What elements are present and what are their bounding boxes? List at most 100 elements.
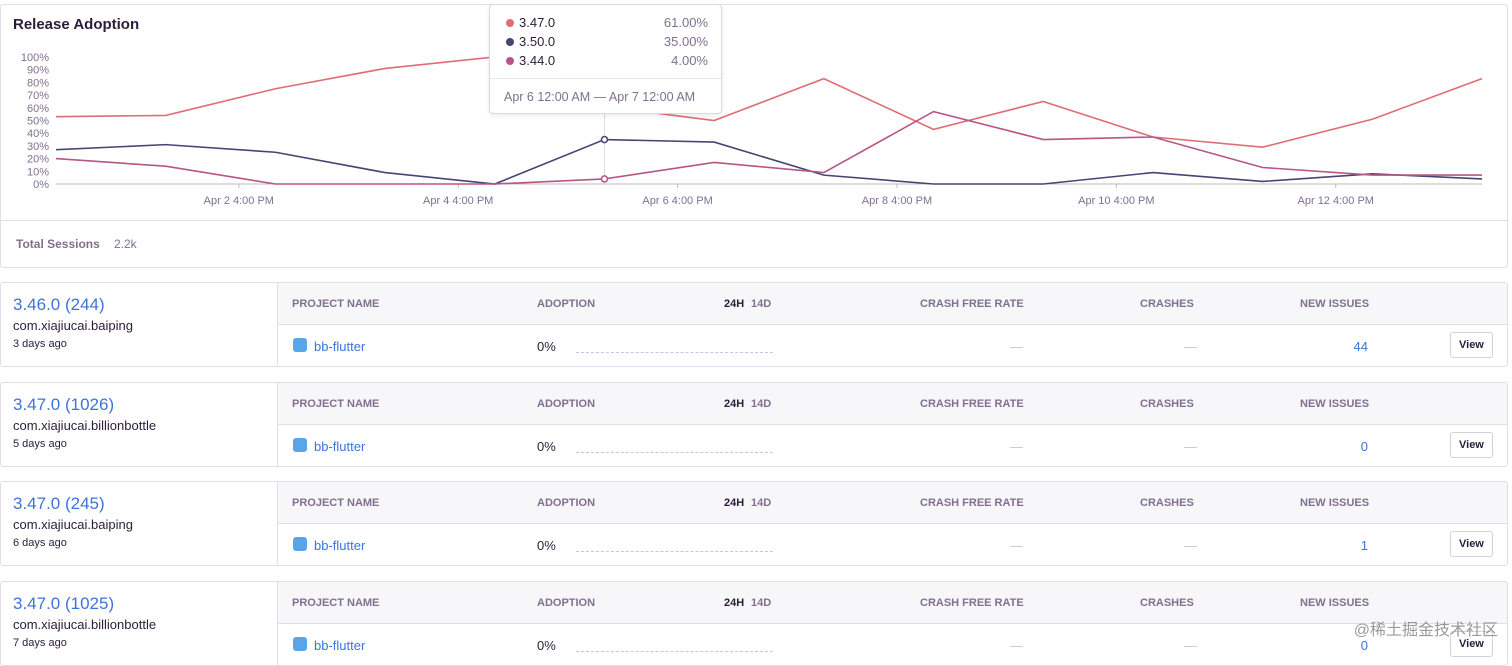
series-line (55, 110, 1482, 185)
x-tick-label: Apr 6 4:00 PM (642, 195, 712, 207)
series-line (55, 138, 1483, 185)
column-header: 14D (751, 397, 772, 410)
column-header: CRASH FREE RATE (920, 298, 1024, 310)
adoption: 0% (537, 339, 556, 354)
release-version[interactable]: 3.46.0 (244) (13, 295, 105, 314)
column-header: NEW ISSUES (1300, 497, 1370, 509)
column-header: PROJECT NAME (292, 298, 380, 310)
tooltip-name: 3.50.0 (519, 34, 556, 49)
sparkline (576, 650, 773, 652)
project-icon (293, 636, 307, 651)
sparkline (576, 551, 773, 552)
chart: Release Adoption 0%10%20%30%40%50%60%70%… (13, 16, 1483, 207)
column-header: CRASHES (1140, 298, 1194, 310)
column-header: 24H (724, 298, 745, 310)
release-package: com.xiajiucai.baiping (13, 318, 133, 333)
adoption: 0% (537, 538, 556, 553)
release-package: com.xiajiucai.billionbottle (13, 616, 157, 632)
sparkline (576, 352, 773, 353)
header-row: PROJECT NAME ADOPTION 24H 14D CRASH FREE RAT… (277, 283, 1507, 325)
crashes: — (1184, 538, 1197, 553)
new-issues[interactable]: 0 (1360, 438, 1368, 454)
new-issues[interactable]: 1 (1360, 538, 1368, 553)
view-button[interactable]: View (1450, 531, 1493, 557)
watermark: @稀土掘金技术社区 (1353, 622, 1498, 639)
release-version[interactable]: 3.47.0 (245) (13, 494, 105, 513)
header-row: PROJECT NAME ADOPTION 24H 14D CRASH FREE RAT… (277, 382, 1507, 425)
project-name[interactable]: bb-flutter (314, 339, 366, 354)
column-header: ADOPTION (537, 596, 596, 609)
project-name[interactable]: bb-flutter (314, 538, 366, 553)
crash-free: — (1010, 339, 1023, 354)
project-icon (293, 437, 307, 452)
release-age: 5 days ago (13, 437, 67, 450)
legend-swatch (506, 19, 514, 27)
column-header: ADOPTION (537, 497, 596, 509)
column-header: NEW ISSUES (1300, 397, 1370, 410)
release-row: bb-flutter 0% — — 1 View (277, 524, 1507, 565)
y-tick-label: 30% (27, 141, 49, 153)
sessions-label: Total Sessions (16, 237, 100, 251)
tooltip-value: 61.00% (663, 15, 708, 30)
y-tick-label: 100% (21, 52, 49, 64)
crash-free: — (1010, 637, 1023, 653)
release-version[interactable]: 3.47.0 (1025) (13, 593, 115, 613)
tooltip-name: 3.44.0 (519, 53, 556, 68)
tooltip-value: 4.00% (671, 53, 708, 68)
x-tick-label: Apr 8 4:00 PM (862, 195, 932, 207)
column-header: CRASH FREE RATE (920, 596, 1024, 609)
tooltip-name: 3.47.0 (519, 15, 556, 30)
column-header: NEW ISSUES (1300, 596, 1370, 609)
column-header: CRASHES (1140, 596, 1194, 609)
column-header: PROJECT NAME (292, 397, 380, 410)
hover-point (600, 175, 609, 183)
release-row: bb-flutter 0% — — 0 View (277, 424, 1507, 466)
release-card: 3.47.0 (1026) com.xiajiucai.billionbottle… (0, 381, 1508, 467)
header-row: PROJECT NAME ADOPTION 24H 14D CRASH FREE RAT… (277, 482, 1507, 524)
adoption: 0% (537, 637, 556, 653)
sessions-value: 2.2k (114, 237, 137, 251)
column-header: CRASHES (1140, 397, 1194, 410)
chart-title: Release Adoption (13, 16, 139, 33)
release-version[interactable]: 3.47.0 (1026) (13, 394, 115, 414)
view-button[interactable]: View (1450, 332, 1493, 358)
project-icon (293, 537, 307, 551)
y-tick-label: 40% (27, 128, 49, 140)
project-name[interactable]: bb-flutter (314, 637, 366, 653)
release-package: com.xiajiucai.billionbottle (13, 417, 157, 433)
column-header: 14D (751, 596, 772, 609)
release-row: bb-flutter 0% — — 44 View (277, 325, 1507, 366)
release-card: 3.47.0 (1025) com.xiajiucai.billionbottle… (0, 580, 1508, 666)
header-row: PROJECT NAME ADOPTION 24H 14D CRASH FREE RAT… (277, 581, 1507, 624)
x-tick-label: Apr 12 4:00 PM (1298, 195, 1374, 207)
crash-free: — (1010, 438, 1023, 454)
column-header: 24H (724, 497, 745, 509)
legend-swatch (506, 38, 514, 46)
release-card: 3.47.0 (245) com.xiajiucai.baiping 6 days … (0, 481, 1508, 566)
column-header: 14D (751, 497, 772, 509)
new-issues[interactable]: 44 (1353, 339, 1368, 354)
project-name[interactable]: bb-flutter (314, 438, 366, 454)
column-header: ADOPTION (537, 397, 596, 410)
release-age: 3 days ago (13, 338, 67, 350)
column-header: ADOPTION (537, 298, 596, 310)
crashes: — (1184, 339, 1197, 354)
column-header: NEW ISSUES (1300, 298, 1370, 310)
y-tick-label: 50% (27, 116, 49, 128)
chart-panel: Release Adoption 0% 10% 20% 30% 40% 50% 60% 70%… (0, 4, 1508, 268)
column-header: 14D (751, 298, 772, 310)
x-tick-label: Apr 10 4:00 PM (1078, 195, 1154, 207)
release-package: com.xiajiucai.baiping (13, 517, 133, 532)
column-header: CRASH FREE RATE (920, 497, 1024, 509)
hover-point (600, 135, 609, 144)
legend-swatch (506, 57, 514, 65)
y-tick-label: 0% (33, 179, 49, 191)
divider (490, 78, 721, 79)
y-tick-label: 90% (27, 65, 49, 77)
y-tick-label: 80% (27, 77, 49, 89)
sparkline (576, 451, 773, 453)
x-tick-label: Apr 2 4:00 PM (204, 195, 274, 207)
release-card: 3.46.0 (244) com.xiajiucai.baiping 3 days … (0, 282, 1508, 367)
view-button[interactable]: View (1450, 431, 1493, 458)
y-tick-label: 60% (27, 103, 49, 115)
